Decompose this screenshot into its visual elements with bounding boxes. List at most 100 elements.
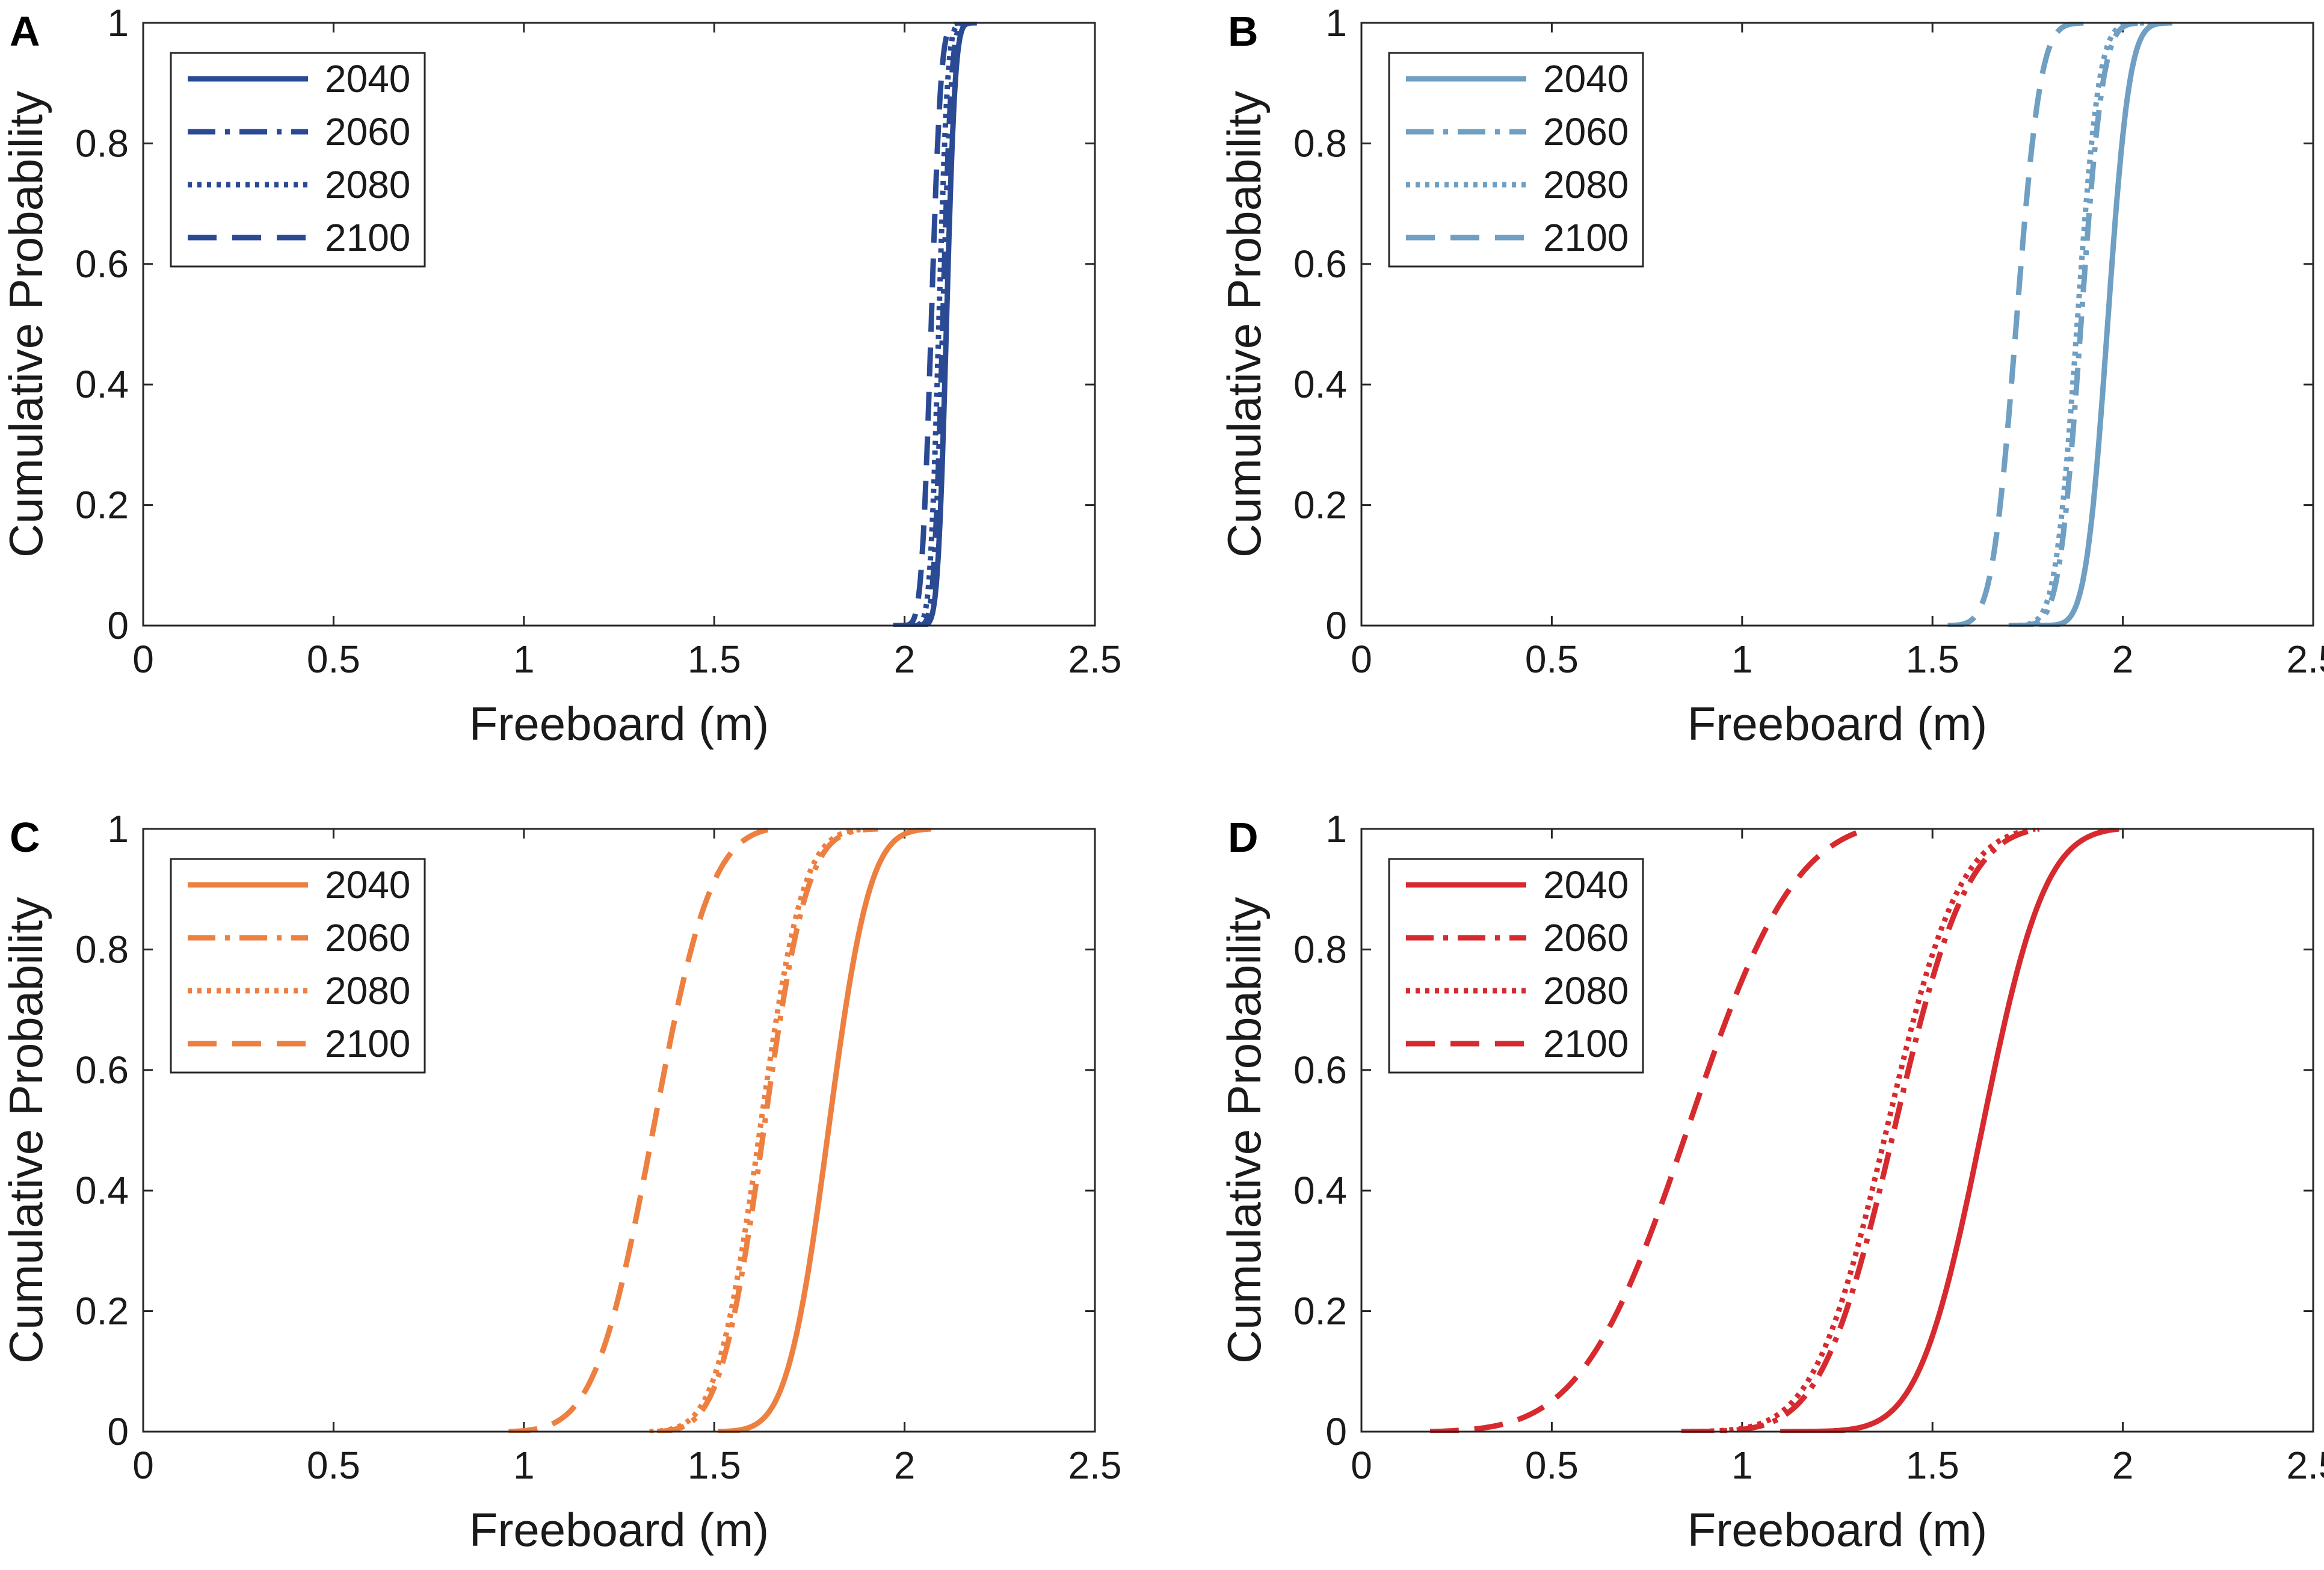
x-tick-label: 1 [513,1444,535,1487]
legend-box [1388,52,1644,268]
series-lines [1429,828,2119,1433]
x-tick-label: 1 [1731,638,1753,681]
x-axis-label: Freeboard (m) [469,697,769,750]
x-tick-label: 2.5 [2287,638,2324,681]
x-tick-label: 2 [2112,1444,2134,1487]
axes-box [1360,828,2314,1433]
legend-label-2060: 2060 [1543,916,1629,959]
x-tick-label: 1.5 [1906,1444,1959,1487]
x-tick-label: 0 [1351,1444,1372,1487]
y-tick-label: 0.2 [75,484,129,527]
legend-label-2060: 2060 [1543,110,1629,153]
legend-label-2100: 2100 [325,216,410,259]
series-line-2060 [656,828,880,1433]
panel-label: B [1228,8,1259,55]
x-tick-label: 1 [513,638,535,681]
x-tick-label: 2.5 [2287,1444,2324,1487]
x-tick-label: 1.5 [1906,638,1959,681]
legend-label-2080: 2080 [1543,163,1629,206]
legend-label-2040: 2040 [1543,57,1629,100]
y-tick-label: 0.4 [1293,363,1347,406]
legend-label-2060: 2060 [325,916,410,959]
x-tick-label: 2 [894,1444,916,1487]
y-tick-label: 0.8 [1293,928,1347,971]
legend: 2040 2060 2080 2100 [170,52,426,268]
x-tick-label: 0.5 [307,1444,360,1487]
y-tick-label: 0.8 [1293,122,1347,165]
y-tick-label: 0 [107,604,129,647]
y-axis-label: Cumulative Probability [1218,897,1271,1364]
legend-label-2080: 2080 [1543,969,1629,1012]
x-tick-label: 2 [2112,638,2134,681]
legend: 2040 2060 2080 2100 [1388,52,1644,268]
series-lines [508,828,932,1433]
y-tick-label: 0.2 [1293,1290,1347,1333]
series-lines [1946,22,2174,627]
x-tick-label: 2.5 [1068,638,1122,681]
legend-label-2060: 2060 [325,110,410,153]
series-line-2040 [1780,828,2119,1433]
axes-box [142,828,1096,1433]
y-tick-label: 0.4 [1293,1169,1347,1212]
legend-box [170,52,426,268]
y-tick-label: 0.6 [1293,1048,1347,1092]
legend-label-2100: 2100 [1543,216,1629,259]
y-tick-label: 1 [1325,807,1347,851]
y-tick-label: 0.6 [75,242,129,286]
series-line-2060 [1684,828,2040,1433]
y-tick-label: 0.6 [75,1048,129,1092]
y-tick-label: 1 [107,807,129,851]
y-axis-label: Cumulative Probability [0,91,52,558]
y-tick-label: 1 [107,1,129,45]
y-tick-label: 0.4 [75,1169,129,1212]
x-tick-label: 0.5 [1525,1444,1579,1487]
legend: 2040 2060 2080 2100 [1388,858,1644,1074]
panel-d: D 0 0.5 1 1.5 2 2.5 0 0.2 0.4 0.6 0.8 1 Freeboard (m)… [1218,807,2324,1556]
legend-box [1388,858,1644,1074]
x-tick-label: 2 [894,638,916,681]
axes-box [1360,22,2314,627]
y-tick-label: 0 [1325,604,1347,647]
legend-box [170,858,426,1074]
panel-a: A 0 0.5 1 1.5 2 2.5 0 0.2 0.4 0.6 0.8 1 Freeboard (m)… [0,1,1121,750]
y-tick-label: 0 [1325,1410,1347,1453]
panel-b: B 0 0.5 1 1.5 2 2.5 0 0.2 0.4 0.6 0.8 1 Freeboard (m)… [1218,1,2324,750]
x-tick-label: 0 [1351,638,1372,681]
y-axis-label: Cumulative Probability [1218,91,1271,558]
x-tick-label: 1 [1731,1444,1753,1487]
y-tick-label: 0.6 [1293,242,1347,286]
y-tick-label: 0.2 [1293,484,1347,527]
y-tick-label: 0.2 [75,1290,129,1333]
x-tick-label: 1.5 [688,638,741,681]
y-tick-label: 0 [107,1410,129,1453]
y-tick-label: 0.4 [75,363,129,406]
x-tick-label: 0 [132,638,154,681]
series-line-2040 [717,828,932,1433]
panel-label: D [1228,814,1259,861]
legend-label-2040: 2040 [1543,863,1629,907]
x-tick-label: 2.5 [1068,1444,1122,1487]
axes-box [142,22,1096,627]
legend-label-2040: 2040 [325,57,410,100]
series-line-2060 [2011,22,2151,627]
y-axis-label: Cumulative Probability [0,897,52,1364]
panel-label: A [10,8,40,55]
y-tick-label: 0.8 [75,122,129,165]
x-tick-label: 0.5 [307,638,360,681]
x-tick-label: 1.5 [688,1444,741,1487]
legend-label-2040: 2040 [325,863,410,907]
panel-c: C 0 0.5 1 1.5 2 2.5 0 0.2 0.4 0.6 0.8 1 Freeboard (m)… [0,807,1121,1556]
series-line-2100 [1429,828,1869,1433]
y-tick-label: 1 [1325,1,1347,45]
legend-label-2100: 2100 [325,1022,410,1065]
y-tick-label: 0.8 [75,928,129,971]
legend-label-2100: 2100 [1543,1022,1629,1065]
series-line-2100 [1946,22,2094,627]
x-tick-label: 0.5 [1525,638,1579,681]
series-line-2100 [508,828,772,1433]
series-line-2040 [2037,22,2174,627]
panel-label: C [10,814,40,861]
x-axis-label: Freeboard (m) [469,1503,769,1556]
legend: 2040 2060 2080 2100 [170,858,426,1074]
